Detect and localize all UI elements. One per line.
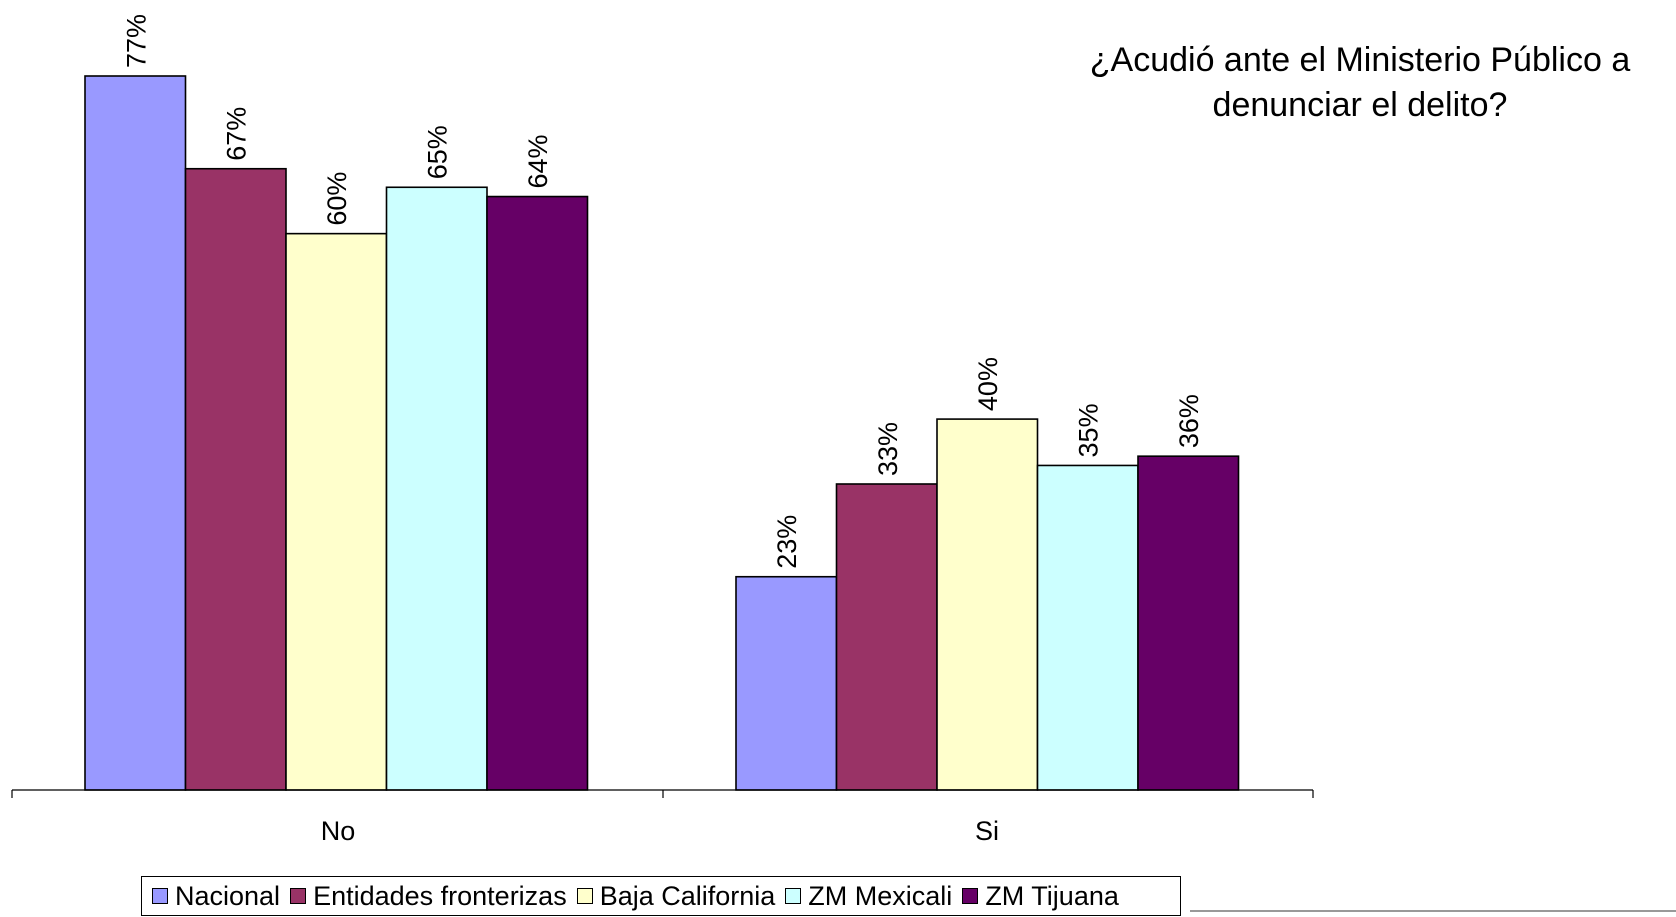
x-tick-label-si: Si xyxy=(975,816,999,846)
data-label-si-zm-mexicali: 35% xyxy=(1074,403,1104,457)
legend-swatch-zm-mexicali xyxy=(785,888,802,904)
legend-item-zm-tijuana: ZM Tijuana xyxy=(962,881,1119,912)
bar-no-zm-tijuana xyxy=(486,195,589,791)
data-label-no-nacional: 77% xyxy=(121,14,151,68)
legend-swatch-entidades-fronterizas xyxy=(290,888,307,904)
legend-swatch-baja-california xyxy=(576,888,593,904)
data-label-no-entidades-fronterizas: 67% xyxy=(222,107,252,161)
data-label-no-zm-mexicali: 65% xyxy=(423,125,453,179)
decorative-line xyxy=(1190,910,1676,912)
legend-swatch-nacional xyxy=(152,888,168,904)
data-label-si-zm-tijuana: 36% xyxy=(1174,394,1204,448)
legend-item-zm-mexicali: ZM Mexicali xyxy=(785,881,952,912)
chart-title-line-1: ¿Acudió ante el Ministerio Público a xyxy=(1089,41,1631,79)
bar-no-entidades-fronterizas xyxy=(184,167,287,791)
data-label-si-baja-california: 40% xyxy=(973,357,1003,411)
bar-si-zm-mexicali xyxy=(1036,464,1139,791)
legend-swatch-zm-tijuana xyxy=(962,888,979,904)
bar-si-nacional xyxy=(735,575,838,791)
data-label-no-baja-california: 60% xyxy=(322,172,352,226)
legend-label-baja-california: Baja California xyxy=(599,880,776,911)
legend-item-entidades-fronterizas: Entidades fronterizas xyxy=(290,881,567,912)
x-tick-label-no: No xyxy=(321,816,356,846)
legend-item-nacional: Nacional xyxy=(152,881,280,912)
legend-label-zm-tijuana: ZM Tijuana xyxy=(985,880,1119,911)
bar-no-zm-mexicali xyxy=(385,186,488,791)
bar-no-baja-california xyxy=(285,232,388,791)
bar-no-nacional xyxy=(84,75,187,791)
chart-legend: Nacional Entidades fronterizas Baja Cali… xyxy=(141,876,1181,916)
data-label-no-zm-tijuana: 64% xyxy=(523,134,553,188)
bar-si-entidades-fronterizas xyxy=(835,483,938,791)
bar-si-zm-tijuana xyxy=(1137,455,1240,791)
chart-title-line-2: denunciar el delito? xyxy=(1212,86,1508,124)
legend-item-baja-california: Baja California xyxy=(576,880,776,912)
legend-label-nacional: Nacional xyxy=(175,880,281,911)
data-label-si-entidades-fronterizas: 33% xyxy=(873,422,903,476)
chart-title: ¿Acudió ante el Ministerio Público a den… xyxy=(1040,38,1676,128)
legend-label-zm-mexicali: ZM Mexicali xyxy=(808,880,953,911)
legend-label-entidades-fronterizas: Entidades fronterizas xyxy=(313,880,567,911)
bar-si-baja-california xyxy=(936,418,1039,791)
data-label-si-nacional: 23% xyxy=(772,515,802,569)
